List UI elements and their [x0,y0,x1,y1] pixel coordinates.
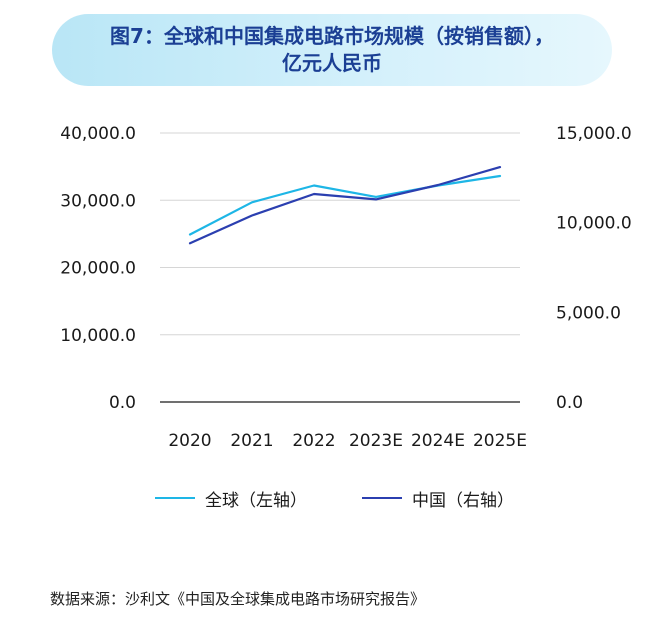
legend-swatch-global [155,497,195,499]
left-axis-tick-label: 20,000.0 [60,259,136,279]
left-axis-tick-label: 40,000.0 [60,124,136,144]
x-axis-tick-label: 2025E [473,431,527,451]
source-note: 数据来源：沙利文《中国及全球集成电路市场研究报告》 [50,590,426,608]
legend-item-global: 全球（左轴） [155,485,307,511]
right-axis-tick-label: 15,000.0 [556,124,632,144]
left-axis-tick-label: 10,000.0 [60,326,136,346]
chart-title-line-1: 图7：全球和中国集成电路市场规模（按销售额）， [110,24,554,48]
line-chart: 0.0 10,000.0 20,000.0 30,000.0 40,000.0 0.0 5,… [60,124,632,451]
legend-swatch-china [362,497,402,499]
x-axis-tick-label: 2022 [292,431,335,451]
legend-label-global: 全球（左轴） [205,490,307,511]
legend-item-china: 中国（右轴） [362,485,514,511]
right-axis-tick-label: 0.0 [556,393,583,413]
chart-legend: 全球（左轴） 中国（右轴） [0,485,664,511]
chart-title-banner: 图7：全球和中国集成电路市场规模（按销售额）， 亿元人民币 [52,14,612,86]
series-line-china [188,166,502,245]
left-axis-tick-label: 0.0 [109,393,136,413]
x-axis-tick-label: 2023E [349,431,403,451]
x-axis-tick-label: 2024E [411,431,465,451]
left-axis-tick-label: 30,000.0 [60,191,136,211]
x-axis-tick-label: 2020 [168,431,211,451]
chart-title-line-2: 亿元人民币 [282,51,382,75]
series-line-global [188,174,502,236]
legend-label-china: 中国（右轴） [412,490,514,511]
right-axis-tick-label: 5,000.0 [556,303,621,323]
right-axis-tick-label: 10,000.0 [556,214,632,234]
x-axis-tick-label: 2021 [230,431,273,451]
